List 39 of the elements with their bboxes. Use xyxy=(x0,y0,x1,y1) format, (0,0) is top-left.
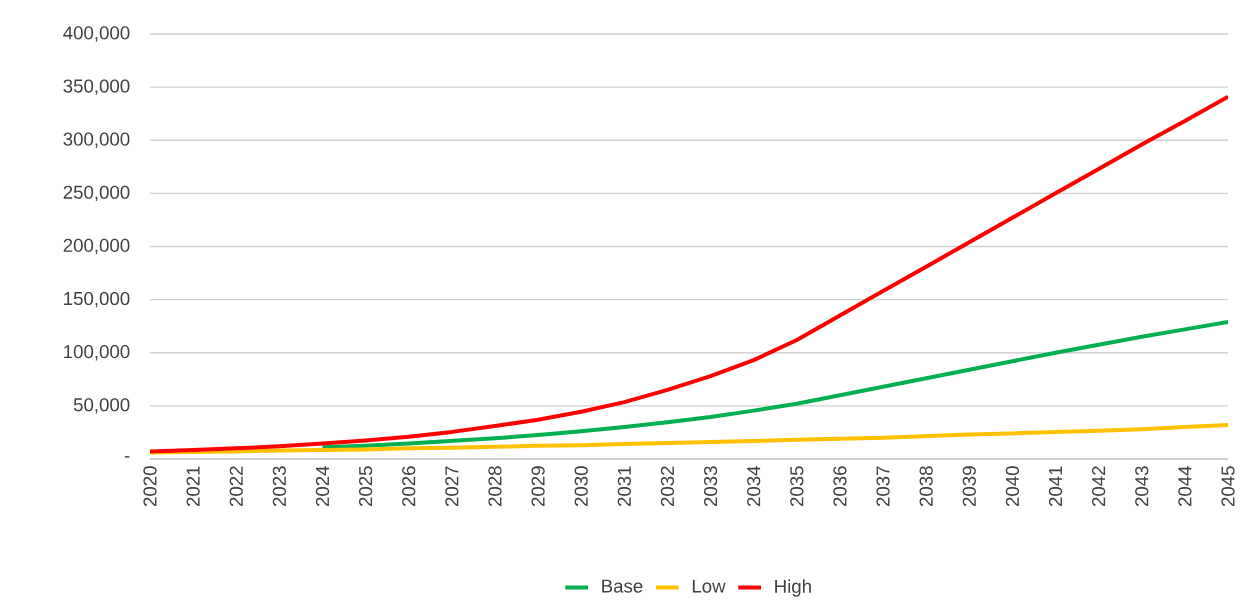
x-tick-label: 2030 xyxy=(574,466,588,507)
x-tick-label: 2041 xyxy=(1048,466,1063,507)
legend-label: Base xyxy=(602,579,643,593)
y-tick-label: 250,000 xyxy=(63,185,130,202)
x-tick-label: 2034 xyxy=(747,466,761,507)
x-tick-label: 2031 xyxy=(617,466,631,507)
y-tick-label: 200,000 xyxy=(63,238,130,255)
x-tick-label: 2033 xyxy=(703,466,718,507)
y-tick-label: 400,000 xyxy=(63,26,130,42)
x-tick-label: 2025 xyxy=(358,466,373,507)
y-tick-label: 350,000 xyxy=(63,79,130,95)
x-tick-label: 2044 xyxy=(1178,466,1192,507)
x-tick-label: 2039 xyxy=(962,466,976,507)
y-tick-label: 100,000 xyxy=(64,345,130,361)
y-tick-label: 150,000 xyxy=(64,291,130,308)
x-tick-label: 2045 xyxy=(1221,466,1235,507)
legend-label: Low xyxy=(692,579,726,593)
legend-label: High xyxy=(775,579,811,597)
x-tick-label: 2038 xyxy=(919,466,933,507)
x-tick-label: 2032 xyxy=(660,466,675,507)
line-series xyxy=(150,94,1228,454)
x-tick-label: 2023 xyxy=(272,466,286,507)
x-tick-label: 2028 xyxy=(488,466,502,507)
x-tick-label: 2021 xyxy=(186,466,200,507)
x-tick-label: 2020 xyxy=(143,466,157,507)
x-tick-label: 2043 xyxy=(1135,466,1149,507)
x-tick-label: 2036 xyxy=(833,466,847,507)
x-tick-label: 2024 xyxy=(315,466,330,507)
x-tick-label: 2022 xyxy=(229,466,243,507)
y-tick-label: 50,000 xyxy=(73,398,130,414)
x-tick-label: 2026 xyxy=(402,466,416,507)
x-tick-label: 2029 xyxy=(531,466,545,507)
x-tick-label: 2027 xyxy=(445,466,459,507)
y-tick-label: - xyxy=(124,456,130,458)
x-tick-label: 2040 xyxy=(1005,466,1020,507)
y-tick-label: 300,000 xyxy=(63,132,130,148)
x-tick-label: 2042 xyxy=(1092,466,1106,507)
x-tick-label: 2037 xyxy=(876,466,890,507)
x-tick-label: 2035 xyxy=(790,466,804,507)
